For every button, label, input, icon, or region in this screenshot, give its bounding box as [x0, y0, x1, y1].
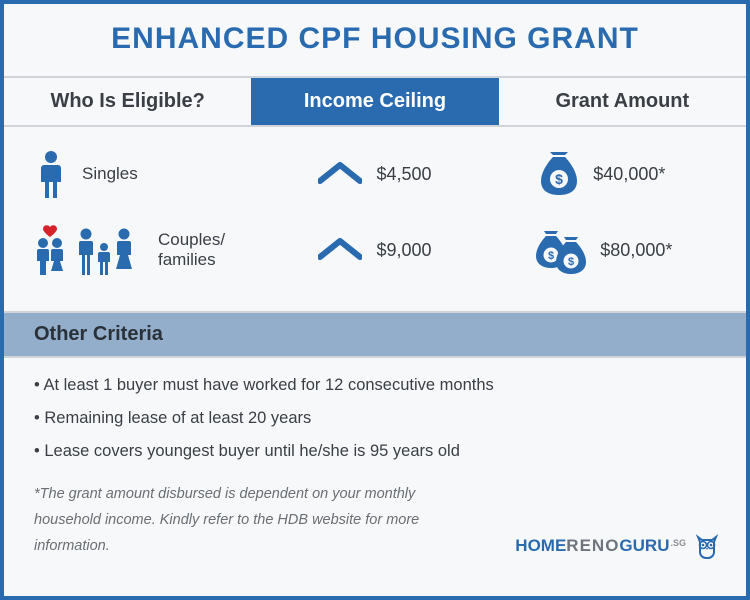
- infographic-card: ENHANCED CPF HOUSING GRANT Who Is Eligib…: [0, 0, 750, 600]
- roof-icon: [318, 237, 362, 263]
- row-families: Couples/ families $9,000: [34, 223, 716, 277]
- eligible-label: Singles: [82, 164, 138, 184]
- criteria-item: • At least 1 buyer must have worked for …: [34, 376, 716, 395]
- criteria-item: • Remaining lease of at least 20 years: [34, 409, 716, 428]
- header-eligible: Who Is Eligible?: [4, 78, 251, 125]
- page-title: ENHANCED CPF HOUSING GRANT: [4, 22, 746, 56]
- footer: HOMERENOGURU.SG: [4, 531, 746, 571]
- money-bag-icon: $: [539, 151, 579, 197]
- money-bags-icon: $ $: [532, 225, 586, 275]
- income-amount: $4,500: [376, 164, 431, 185]
- grant-cell: $ $40,000*: [489, 151, 716, 197]
- eligible-cell: Couples/ families: [34, 223, 261, 277]
- grant-amount: $80,000*: [600, 240, 672, 261]
- svg-text:$: $: [568, 256, 574, 268]
- family-icon: [34, 223, 144, 277]
- header-income: Income Ceiling: [251, 78, 498, 125]
- brand-logo: HOMERENOGURU.SG: [515, 531, 722, 561]
- income-cell: $4,500: [261, 161, 488, 187]
- owl-icon: [692, 531, 722, 561]
- data-rows: Singles $4,500 $: [4, 127, 746, 311]
- criteria-item: • Lease covers youngest buyer until he/s…: [34, 442, 716, 461]
- roof-icon: [318, 161, 362, 187]
- svg-text:$: $: [555, 171, 563, 187]
- header-grant: Grant Amount: [499, 78, 746, 125]
- row-singles: Singles $4,500 $: [34, 149, 716, 199]
- eligible-cell: Singles: [34, 149, 261, 199]
- grant-cell: $ $ $80,000*: [489, 225, 716, 275]
- other-criteria-header: Other Criteria: [4, 311, 746, 358]
- criteria-list: • At least 1 buyer must have worked for …: [4, 358, 746, 475]
- svg-text:$: $: [548, 250, 554, 262]
- column-headers: Who Is Eligible? Income Ceiling Grant Am…: [4, 76, 746, 127]
- income-amount: $9,000: [376, 240, 431, 261]
- income-cell: $9,000: [261, 237, 488, 263]
- grant-amount: $40,000*: [593, 164, 665, 185]
- person-icon: [34, 149, 68, 199]
- eligible-label: Couples/ families: [158, 230, 225, 271]
